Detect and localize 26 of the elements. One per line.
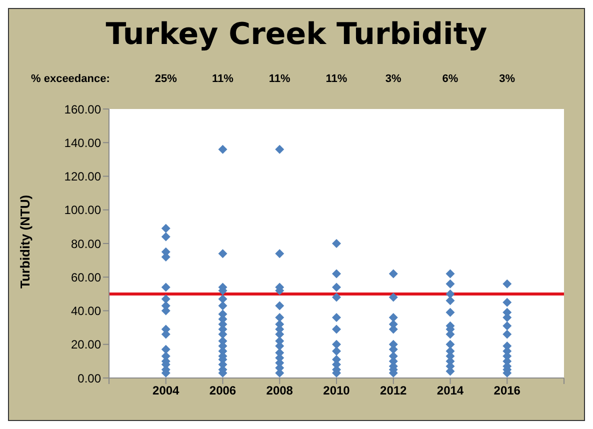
y-tick-label: 140.00 [64, 136, 102, 150]
text: 11% [324, 73, 348, 85]
y-tick-label: 100.00 [64, 203, 102, 218]
x-tick-label: 2016 [494, 384, 521, 398]
x-tick-label: 2004 [152, 384, 180, 398]
text: 3% [498, 73, 516, 85]
x-tick-label: 2008 [266, 384, 294, 398]
text: 11% [268, 73, 292, 85]
x-tick-label: 2012 [380, 384, 408, 398]
y-tick-label: 120.00 [64, 170, 102, 184]
text: % exceedance: [31, 73, 110, 85]
text: 3% [384, 73, 402, 85]
text: 11% [211, 73, 234, 85]
y-tick-label: 0.00 [78, 371, 102, 386]
x-tick-label: 2014 [436, 384, 464, 398]
x-tick-label: 2006 [209, 384, 236, 398]
y-tick-label: 60.00 [70, 270, 102, 284]
x-tick-label: 2010 [323, 384, 350, 398]
y-tick-label: 40.00 [70, 304, 102, 318]
text: 6% [441, 73, 460, 85]
y-axis-title: Turbidity (NTU) [18, 194, 33, 288]
y-tick-label: 80.00 [70, 236, 102, 251]
y-tick-label: 160.00 [64, 102, 102, 116]
chart-title: Turkey Creek Turbidity [104, 17, 488, 52]
text: 25% [154, 73, 178, 85]
y-tick-label: 20.00 [70, 338, 102, 352]
